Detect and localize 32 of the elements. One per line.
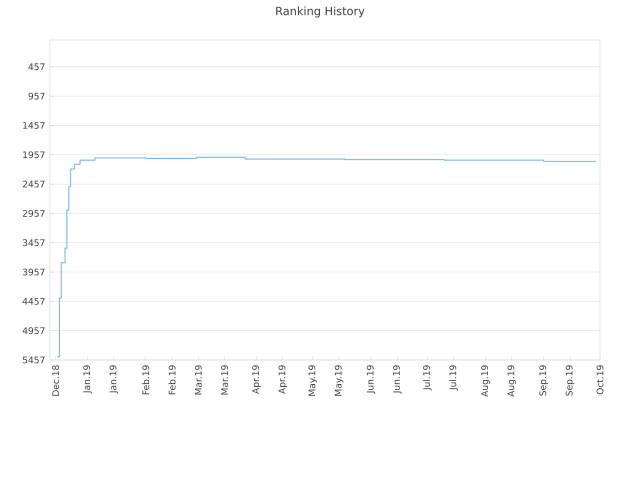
- x-tick-label: Aug.19: [481, 365, 490, 397]
- y-tick-label: 2457: [22, 180, 45, 188]
- y-tick-label: 957: [28, 92, 45, 100]
- x-tick-label: Oct.19: [596, 365, 604, 394]
- x-tick-label: Jan.19: [83, 365, 92, 394]
- x-tick-label: Feb.19: [168, 365, 176, 394]
- x-tick-label: Jul.19: [422, 365, 432, 391]
- y-tick-label: 4957: [22, 327, 45, 334]
- y-tick-label: 2957: [22, 210, 45, 217]
- y-tick-label: 4457: [22, 298, 45, 305]
- x-tick-label: Sep.19: [539, 365, 548, 396]
- x-tick-label: Mar.19: [221, 365, 228, 395]
- y-tick-label: 1957: [23, 151, 45, 158]
- x-tick-label: Jan.19: [110, 365, 118, 394]
- y-tick-label: 3957: [22, 268, 45, 276]
- y-tick-label: 3457: [22, 239, 45, 246]
- y-tick-label: 5457: [22, 356, 45, 364]
- x-tick-label: Dec.18: [52, 365, 60, 396]
- x-tick-label: Sep.19: [566, 365, 574, 396]
- x-tick-label: May.19: [334, 365, 344, 396]
- x-tick-label: Mar.19: [194, 365, 202, 395]
- x-tick-label: Jun.19: [366, 365, 376, 394]
- x-tick-label: Apr.19: [278, 365, 288, 394]
- chart-title: Ranking History: [276, 6, 365, 18]
- x-tick-label: Aug.19: [507, 365, 516, 397]
- x-tick-label: Apr.19: [252, 365, 261, 394]
- x-tick-label: Jul.19: [449, 365, 458, 391]
- x-tick-label: Jun.19: [392, 365, 402, 394]
- x-tick-label: May.19: [308, 365, 318, 396]
- y-tick-label: 1457: [23, 122, 45, 129]
- x-tick-label: Feb.19: [142, 365, 150, 394]
- y-tick-label: 457: [28, 63, 45, 70]
